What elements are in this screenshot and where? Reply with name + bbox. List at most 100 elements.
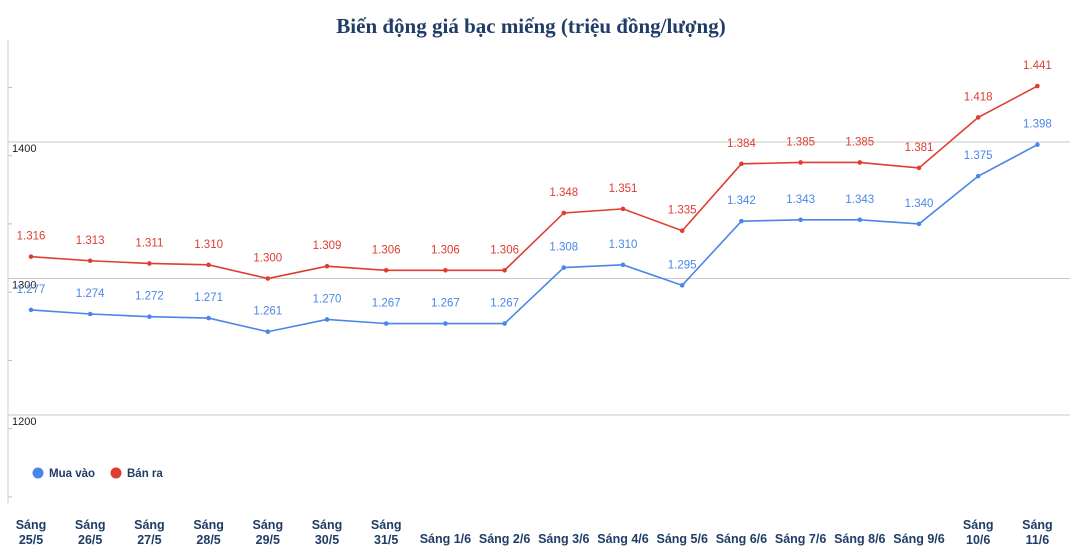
- x-tick-label: Sáng 10/6: [963, 518, 994, 547]
- data-point: [798, 217, 803, 223]
- data-point: [739, 218, 744, 224]
- data-label: 1.310: [609, 239, 638, 251]
- data-point: [916, 165, 922, 171]
- data-label: 1.311: [135, 237, 163, 249]
- data-label: 1.274: [76, 288, 105, 300]
- x-tick-label: Sáng 5/6: [656, 532, 707, 546]
- data-label: 1.267: [372, 298, 401, 310]
- x-tick-label: Sáng 1/6: [420, 532, 471, 546]
- data-label: 1.375: [964, 150, 993, 162]
- data-point: [975, 115, 981, 120]
- data-point: [620, 206, 626, 212]
- data-label: 1.348: [549, 187, 578, 199]
- data-label: 1.306: [490, 244, 519, 256]
- data-label: 1.343: [786, 194, 815, 206]
- data-point: [1035, 83, 1040, 89]
- y-tick-label-1200: 1200: [12, 416, 36, 428]
- data-point: [857, 217, 863, 223]
- data-point: [561, 210, 567, 216]
- data-label: 1.270: [313, 293, 342, 305]
- data-point: [265, 329, 271, 335]
- data-point: [28, 307, 34, 313]
- data-labels: 1.277 1.274 1.272 1.271 1.261 1.270 1.267 1.267…: [17, 60, 1052, 318]
- data-label: 1.313: [76, 235, 105, 247]
- data-label: 1.271: [194, 292, 223, 304]
- data-point: [87, 311, 93, 317]
- data-point: [916, 221, 922, 227]
- x-tick-label: Sáng 27/5: [134, 518, 165, 547]
- data-point: [324, 263, 330, 269]
- y-axis-ticks: 1200 1300 1400: [12, 143, 36, 428]
- x-axis-ticks: Sáng 25/5 Sáng 26/5 Sáng 27/5 Sáng 28/5 Sáng 29/5…: [16, 518, 1053, 547]
- data-point: [1035, 142, 1040, 148]
- data-label: 1.340: [905, 198, 934, 210]
- data-label: 1.306: [372, 244, 401, 256]
- data-label: 1.398: [1023, 119, 1052, 131]
- data-point: [739, 161, 744, 167]
- data-point: [87, 258, 93, 264]
- x-tick-label: Sáng 25/5: [16, 518, 47, 547]
- data-label: 1.441: [1023, 60, 1052, 72]
- data-label: 1.343: [845, 194, 874, 206]
- legend: Mua vào Bán ra: [32, 467, 163, 480]
- data-point: [443, 321, 448, 326]
- data-label: 1.308: [549, 242, 578, 254]
- y-tick-label-1300: 1300: [12, 280, 36, 292]
- data-point: [502, 321, 507, 326]
- grid-lines: [7, 39, 1070, 504]
- data-point: [502, 268, 507, 273]
- legend-marker-1: [110, 467, 122, 479]
- x-tick-label: Sáng 3/6: [538, 532, 589, 546]
- data-label: 1.272: [135, 291, 164, 303]
- data-label: 1.418: [964, 91, 993, 103]
- data-point: [383, 321, 389, 326]
- data-point: [561, 265, 567, 270]
- legend-label: Bán ra: [127, 468, 163, 480]
- data-label: 1.335: [668, 205, 697, 217]
- data-label: 1.316: [17, 231, 46, 243]
- data-point: [679, 228, 685, 234]
- x-tick-label: Sáng 28/5: [193, 518, 224, 547]
- legend-label: Mua vào: [49, 468, 95, 480]
- data-label: 1.310: [194, 239, 223, 251]
- data-point: [857, 160, 863, 165]
- data-point: [679, 283, 685, 288]
- x-tick-label: Sáng 9/6: [893, 532, 944, 546]
- data-point: [147, 261, 152, 266]
- data-point: [383, 268, 389, 273]
- data-point: [265, 276, 271, 281]
- data-label: 1.342: [727, 195, 756, 207]
- series-lines: [28, 83, 1040, 335]
- x-tick-label: Sáng 4/6: [597, 532, 648, 546]
- data-label: 1.267: [431, 298, 460, 310]
- data-point: [975, 173, 981, 179]
- x-tick-label: Sáng 26/5: [75, 518, 106, 547]
- data-label: 1.351: [609, 183, 638, 195]
- x-tick-label: Sáng 2/6: [479, 532, 530, 546]
- series-line-0: [30, 144, 1038, 333]
- data-label: 1.381: [905, 142, 934, 154]
- series-line-1: [30, 85, 1038, 280]
- x-tick-label: Sáng 6/6: [716, 532, 767, 546]
- data-label: 1.300: [253, 253, 282, 265]
- x-tick-label: Sáng 30/5: [312, 518, 343, 547]
- data-label: 1.277: [17, 284, 46, 296]
- data-label: 1.385: [845, 136, 874, 148]
- data-point: [324, 317, 330, 322]
- legend-marker-0: [32, 467, 44, 479]
- data-point: [620, 262, 626, 268]
- data-point: [28, 254, 34, 259]
- chart-title: Biến động giá bạc miếng (triệu đồng/lượn…: [336, 14, 725, 38]
- data-point: [206, 262, 211, 268]
- x-tick-label: Sáng 8/6: [834, 532, 885, 546]
- data-label: 1.267: [490, 298, 519, 310]
- data-label: 1.309: [313, 240, 342, 252]
- data-label: 1.295: [668, 259, 697, 271]
- data-point: [443, 268, 448, 273]
- x-tick-label: Sáng 11/6: [1022, 518, 1053, 547]
- data-label: 1.261: [253, 306, 282, 318]
- data-label: 1.306: [431, 244, 460, 256]
- x-tick-label: Sáng 29/5: [253, 518, 284, 547]
